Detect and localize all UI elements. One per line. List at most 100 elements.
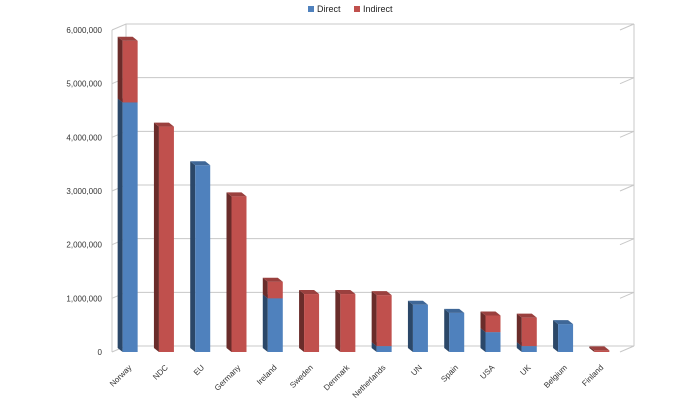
bar-side-face <box>407 300 413 352</box>
x-category-label: Sweden <box>288 363 315 390</box>
x-category-label: Ireland <box>255 363 279 387</box>
bar-side-face <box>371 342 377 352</box>
bar-front-face <box>521 346 537 352</box>
bar-top-face <box>444 308 465 313</box>
bar-front-face <box>340 294 356 352</box>
bar-top-face <box>226 192 247 197</box>
bar-norway-indirect <box>117 36 138 103</box>
x-category-label: Denmark <box>322 362 352 392</box>
x-category-label: NDC <box>151 363 170 382</box>
bar-top-face <box>262 277 283 282</box>
y-tick-label: 5,000,000 <box>66 80 102 89</box>
bar-front-face <box>485 315 501 333</box>
bar-ndc-indirect <box>153 122 174 352</box>
x-category-label: Belgium <box>542 363 569 390</box>
bar-denmark-indirect <box>335 290 356 352</box>
y-tick-label: 1,000,000 <box>66 294 102 303</box>
bar-top-face <box>299 290 320 295</box>
bar-front-face <box>376 295 392 347</box>
y-tick-label: 0 <box>98 348 103 357</box>
bar-belgium-direct <box>553 320 574 352</box>
bar-side-face <box>444 308 450 352</box>
bar-side-face <box>516 313 522 347</box>
bar-finland-indirect <box>589 346 610 352</box>
x-category-label: USA <box>478 363 496 381</box>
bar-side-face <box>117 98 123 352</box>
bar-un-direct <box>407 300 428 352</box>
bar-front-face <box>195 165 211 352</box>
bar-front-face <box>521 317 537 347</box>
bar-top-face <box>335 290 356 295</box>
bar-side-face <box>371 291 377 347</box>
bar-front-face <box>412 304 428 352</box>
bar-front-face <box>122 40 138 103</box>
bar-front-face <box>267 281 283 299</box>
legend-label-indirect: Indirect <box>363 4 393 14</box>
bar-side-face <box>262 277 268 299</box>
bar-top-face <box>589 346 610 351</box>
y-tick-label: 6,000,000 <box>66 26 102 35</box>
x-category-label: Spain <box>439 363 460 384</box>
bar-usa-indirect <box>480 311 501 333</box>
bar-top-face <box>190 161 211 166</box>
bar-top-face <box>117 36 138 41</box>
bar-front-face <box>122 102 138 352</box>
bar-top-face <box>480 311 501 316</box>
bar-front-face <box>231 196 247 352</box>
x-category-label: EU <box>192 363 206 377</box>
bar-side-face <box>262 294 268 352</box>
bar-side-face <box>335 290 341 352</box>
bar-side-face <box>117 36 123 103</box>
bar-ireland-direct <box>262 294 283 352</box>
gridline <box>111 130 635 138</box>
bar-front-face <box>158 126 174 352</box>
legend-label-direct: Direct <box>317 4 341 14</box>
bar-side-face <box>190 161 196 352</box>
bar-germany-indirect <box>226 192 247 352</box>
bar-side-face <box>480 311 486 333</box>
x-category-label: Netherlands <box>351 363 388 400</box>
x-axis-category-labels: Norway NDC EU Germany Ireland Sweden Denmark Ne… <box>108 362 605 400</box>
bar-side-face <box>553 320 559 352</box>
legend-swatch-direct <box>308 6 314 12</box>
legend-swatch-indirect <box>354 6 360 12</box>
bar-front-face <box>376 346 392 352</box>
bar-top-face <box>553 320 574 325</box>
x-category-label: UK <box>518 363 533 378</box>
bar-side-face <box>516 342 522 352</box>
gridline <box>111 77 635 85</box>
bar-front-face <box>449 312 465 352</box>
bar-front-face <box>304 294 320 352</box>
y-tick-label: 3,000,000 <box>66 187 102 196</box>
bar-marks <box>117 36 610 352</box>
y-tick-label: 2,000,000 <box>66 241 102 250</box>
gridline <box>111 23 635 31</box>
y-tick-label: 4,000,000 <box>66 133 102 142</box>
x-category-label: Norway <box>108 363 134 389</box>
bar-top-face <box>516 313 537 318</box>
bar-top-face <box>371 291 392 296</box>
bar-front-face <box>594 350 610 352</box>
bar-sweden-indirect <box>299 290 320 352</box>
bar-netherlands-indirect <box>371 291 392 347</box>
x-category-label: UN <box>409 363 424 378</box>
bar-spain-direct <box>444 308 465 352</box>
bar-front-face <box>267 298 283 352</box>
bar-eu-direct <box>190 161 211 352</box>
bar-uk-indirect <box>516 313 537 347</box>
legend: Direct Indirect <box>308 4 393 14</box>
bar-side-face <box>589 346 595 352</box>
bar-side-face <box>226 192 232 352</box>
bar-top-face <box>407 300 428 305</box>
bar-side-face <box>480 328 486 352</box>
bar-side-face <box>299 290 305 352</box>
x-category-label: Germany <box>213 363 243 393</box>
bar-ireland-indirect <box>262 277 283 299</box>
bar-top-face <box>153 122 174 127</box>
bar-front-face <box>485 332 501 352</box>
bar-front-face <box>558 324 574 352</box>
x-category-label: Finland <box>580 363 605 388</box>
bar-norway-direct <box>117 98 138 352</box>
bar-side-face <box>153 122 159 352</box>
